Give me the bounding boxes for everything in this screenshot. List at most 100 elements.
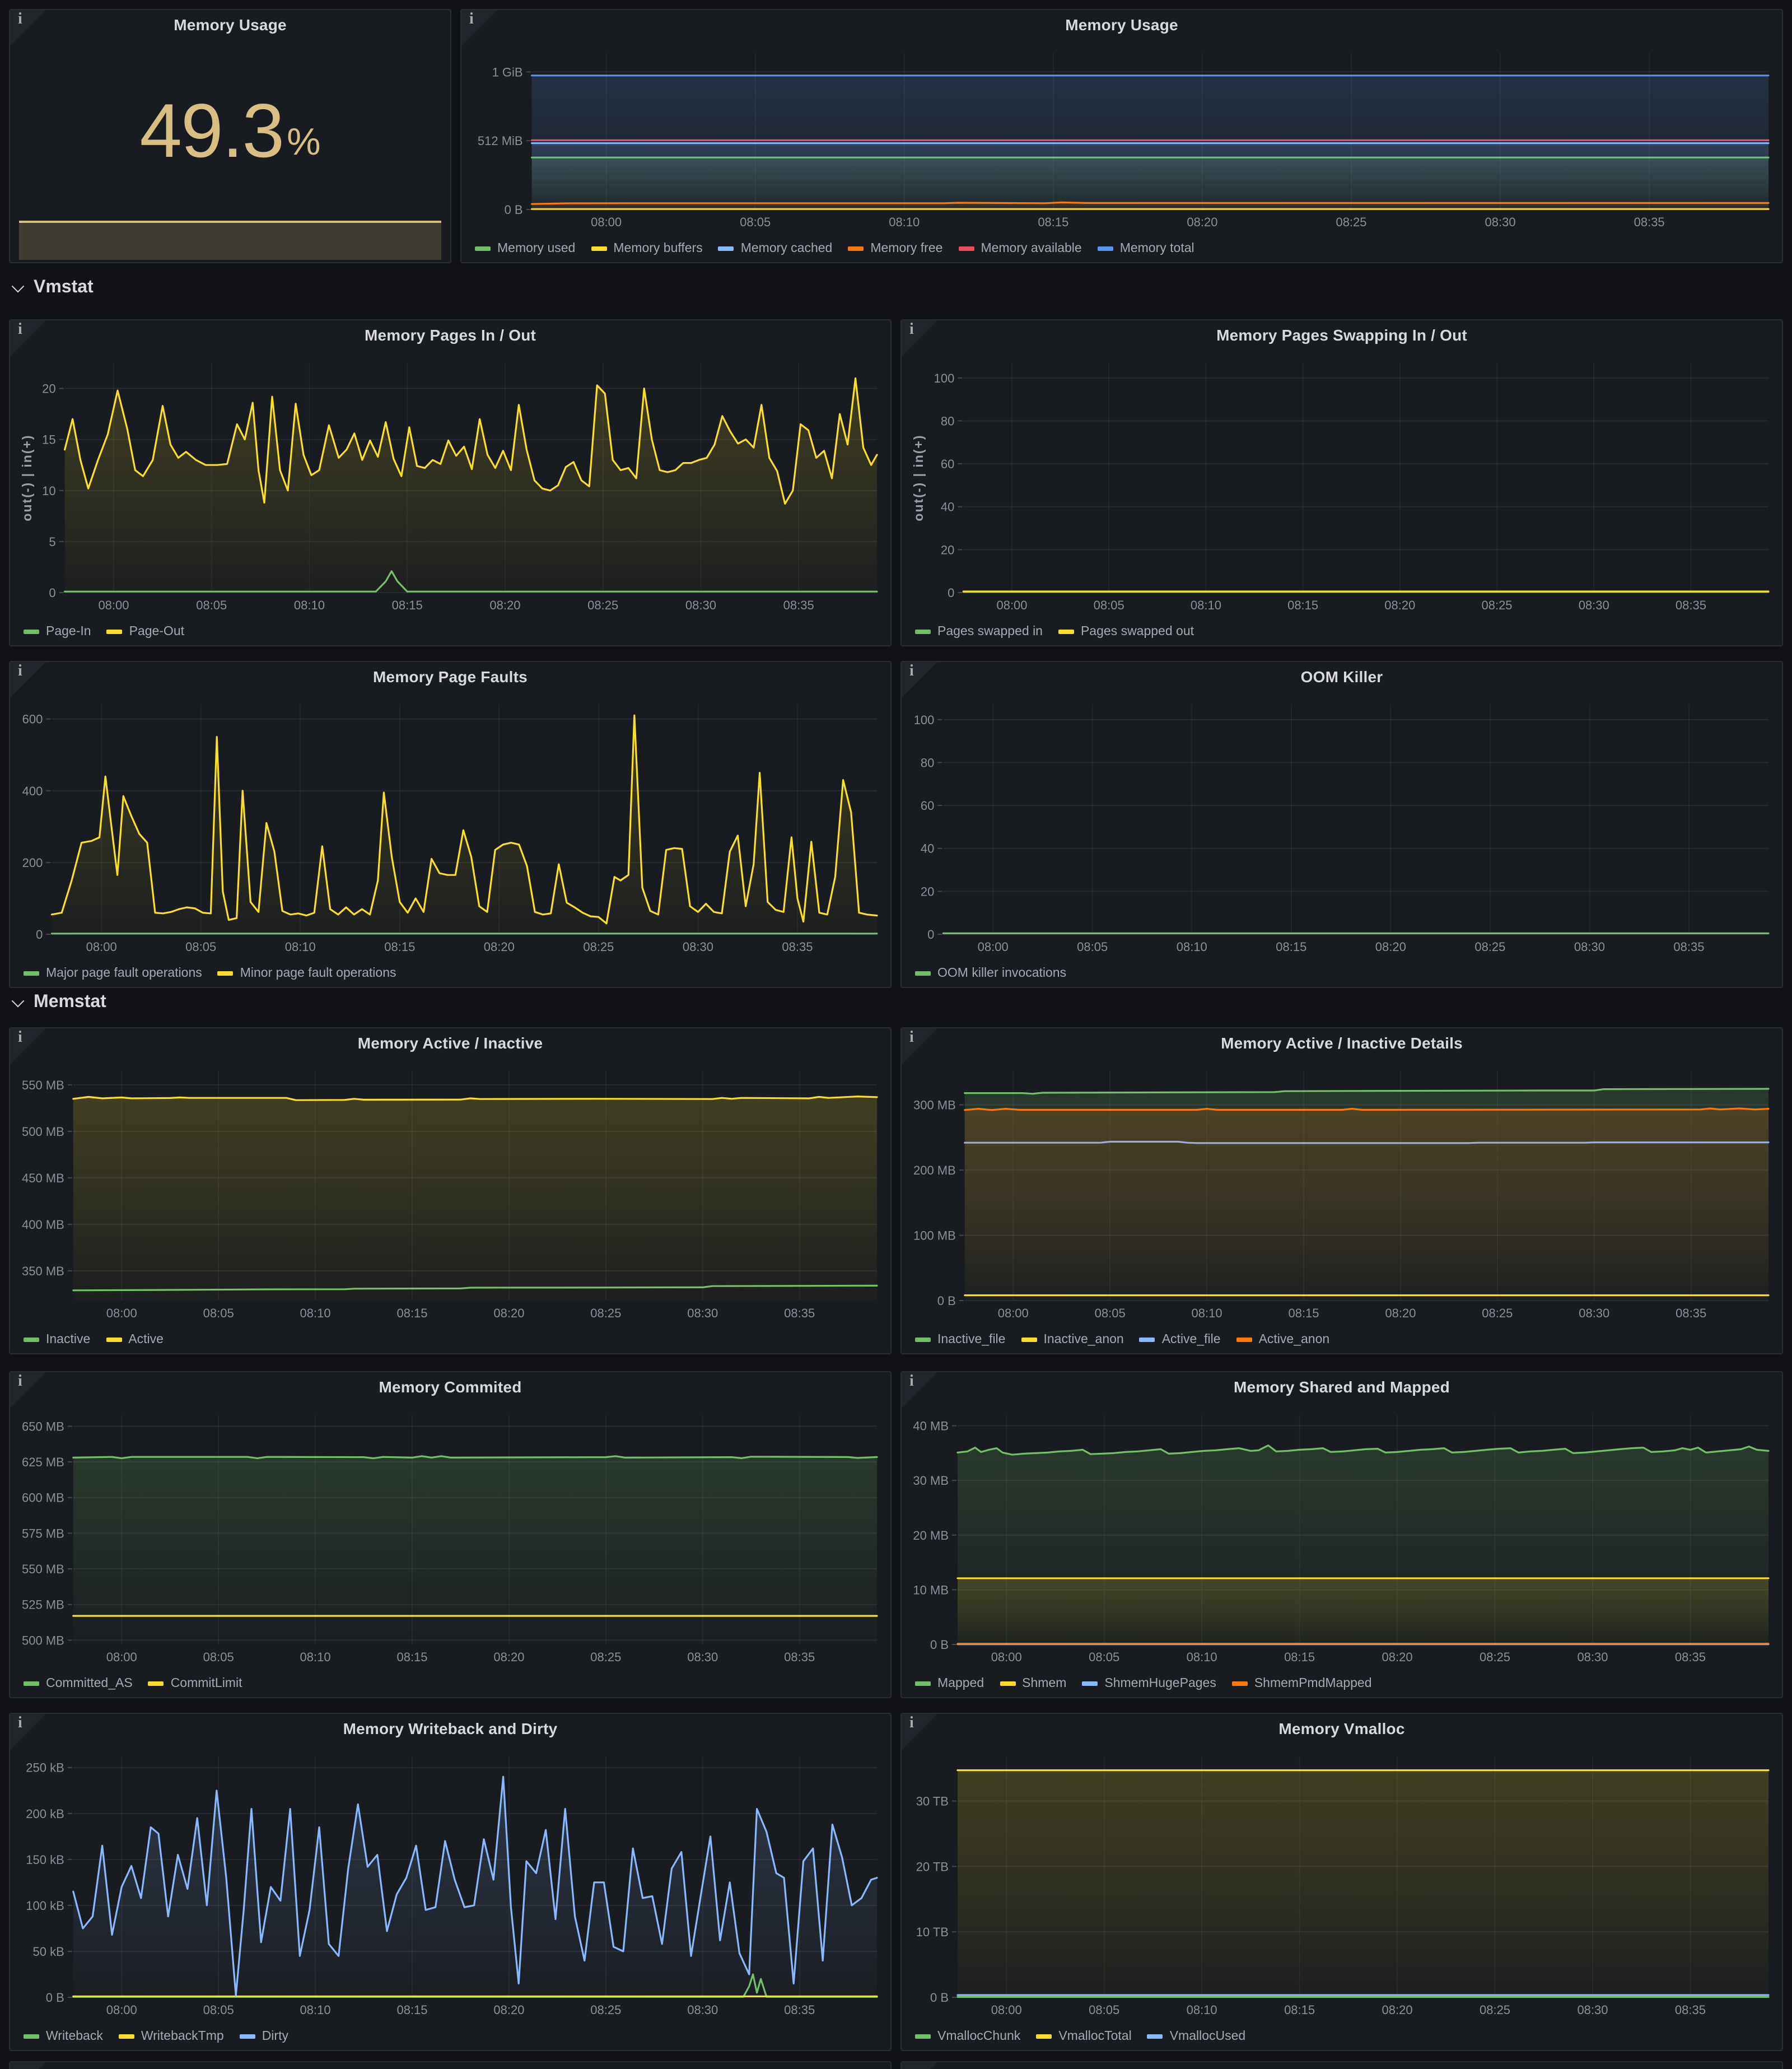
svg-text:20 MB: 20 MB	[913, 1529, 949, 1543]
chart-area[interactable]: 08:00 08:05 08:10 08:15 08:20 08:25 08:30 08:35…	[911, 1062, 1773, 1323]
svg-text:08:20: 08:20	[1382, 2003, 1413, 2017]
legend-item[interactable]: Active_anon	[1236, 1332, 1329, 1348]
panel-title[interactable]: Memory Vmalloc	[1278, 1719, 1405, 1737]
panel-title[interactable]: Memory Shared and Mapped	[1234, 1378, 1450, 1396]
svg-text:08:25: 08:25	[587, 598, 618, 612]
legend-item[interactable]: Page-In	[24, 624, 91, 640]
panel-title[interactable]: Memory Usage	[1065, 16, 1178, 34]
legend-swatch	[24, 971, 39, 976]
chart-area[interactable]: 08:00 08:05 08:10 08:15 08:20 08:25 08:30 08:35…	[911, 354, 1773, 615]
legend-item[interactable]: Dirty	[239, 2029, 288, 2044]
panel-title[interactable]: OOM Killer	[1300, 668, 1383, 686]
chart-area[interactable]: 08:00 08:05 08:10 08:15 08:20 08:25 08:30 08:35…	[911, 1406, 1773, 1667]
svg-text:08:05: 08:05	[740, 215, 771, 229]
legend-item[interactable]: CommitLimit	[148, 1676, 242, 1691]
legend-swatch	[1139, 1338, 1155, 1342]
legend-item[interactable]: Memory free	[848, 241, 942, 257]
legend: Pages swapped in Pages swapped out	[915, 624, 1773, 640]
legend-item[interactable]: Active	[106, 1332, 164, 1348]
legend-item[interactable]: VmallocTotal	[1036, 2029, 1132, 2044]
svg-text:08:35: 08:35	[782, 940, 813, 954]
panel-info-icon[interactable]: i	[902, 662, 937, 698]
legend-item[interactable]: ShmemPmdMapped	[1231, 1676, 1372, 1691]
svg-text:08:25: 08:25	[1481, 598, 1512, 612]
legend-label: Dirty	[262, 2030, 288, 2043]
panel-title[interactable]: Memory Writeback and Dirty	[343, 1719, 558, 1737]
panel-info-icon[interactable]: i	[10, 662, 46, 698]
legend-item[interactable]: Inactive_anon	[1021, 1332, 1124, 1348]
svg-text:10 TB: 10 TB	[916, 1925, 949, 1939]
legend-swatch	[24, 1338, 39, 1342]
legend-item[interactable]: Inactive_file	[915, 1332, 1005, 1348]
legend-swatch	[1036, 2034, 1052, 2039]
legend-item[interactable]: Memory buffers	[591, 241, 703, 257]
panel-title[interactable]: Memory Active / Inactive Details	[1221, 1034, 1463, 1052]
svg-text:08:30: 08:30	[687, 2003, 718, 2017]
panel-title[interactable]: Memory Pages Swapping In / Out	[1216, 326, 1467, 344]
legend-item[interactable]: VmallocChunk	[915, 2029, 1020, 2044]
legend-item[interactable]: Inactive	[24, 1332, 90, 1348]
legend-item[interactable]: VmallocUsed	[1147, 2029, 1245, 2044]
panel-info-icon[interactable]: i	[10, 1372, 46, 1408]
legend-item[interactable]: Major page fault operations	[24, 966, 202, 981]
chart-area[interactable]: 08:00 08:05 08:10 08:15 08:20 08:25 08:30 08:35…	[19, 1406, 881, 1667]
legend-item[interactable]: Memory used	[475, 241, 575, 257]
row-vmstat-2: i Memory Page Faults 08:00 08:05 08:10 08:1…	[9, 661, 1783, 988]
legend-item[interactable]: ShmemHugePages	[1082, 1676, 1216, 1691]
panel-info-icon[interactable]	[10, 2062, 46, 2069]
svg-text:08:35: 08:35	[1673, 940, 1704, 954]
panel-info-icon[interactable]: i	[902, 1714, 937, 1750]
legend-item[interactable]: Memory available	[958, 241, 1082, 257]
chart-area[interactable]: 08:00 08:05 08:10 08:15 08:20 08:25 08:30 08:35…	[911, 1748, 1773, 2020]
panel-title[interactable]: Memory Pages In / Out	[364, 326, 536, 344]
chart-area[interactable]: 08:00 08:05 08:10 08:15 08:20 08:25 08:30 08:35…	[911, 696, 1773, 957]
stat-value-number: 49.3	[139, 88, 284, 173]
info-icon: i	[18, 663, 22, 680]
legend-item[interactable]: OOM killer invocations	[915, 966, 1066, 981]
legend-item[interactable]: Page-Out	[106, 624, 184, 640]
panel-info-icon[interactable]: i	[902, 320, 937, 356]
panel-title[interactable]: Memory Usage	[174, 16, 287, 34]
panel-info-icon[interactable]: i	[10, 1028, 46, 1064]
svg-text:300 MB: 300 MB	[913, 1098, 956, 1112]
section-label: Memstat	[34, 992, 106, 1012]
panel-info-icon[interactable]	[902, 2062, 937, 2069]
chart-area[interactable]: 08:00 08:05 08:10 08:15 08:20 08:25 08:30 08:35…	[19, 1062, 881, 1323]
section-vmstat[interactable]: Vmstat	[11, 276, 94, 300]
svg-text:08:00: 08:00	[106, 1650, 137, 1664]
svg-text:08:10: 08:10	[300, 1306, 331, 1320]
panel-partial	[900, 2061, 1783, 2069]
svg-text:08:20: 08:20	[1382, 1650, 1413, 1664]
panel-info-icon[interactable]: i	[902, 1028, 937, 1064]
panel-title[interactable]: Memory Page Faults	[373, 668, 528, 686]
panel-memory-vmalloc: i Memory Vmalloc 08:00 08:05 08:10 08:15 08:…	[900, 1713, 1783, 2051]
chart-area[interactable]: 08:00 08:05 08:10 08:15 08:20 08:25 08:30 08:35…	[19, 696, 881, 957]
svg-text:15: 15	[42, 433, 55, 447]
panel-title[interactable]: Memory Active / Inactive	[357, 1034, 543, 1052]
panel-info-icon[interactable]: i	[10, 10, 46, 46]
panel-title[interactable]: Memory Commited	[379, 1378, 522, 1396]
legend-item[interactable]: Committed_AS	[24, 1676, 133, 1691]
legend-item[interactable]: Active_file	[1139, 1332, 1221, 1348]
panel-info-icon[interactable]: i	[461, 10, 497, 46]
legend-item[interactable]: Memory total	[1097, 241, 1194, 257]
panel-info-icon[interactable]: i	[10, 320, 46, 356]
panel-info-icon[interactable]: i	[10, 1714, 46, 1750]
row-vmstat-1: i Memory Pages In / Out 08:00 08:05 08:10 0…	[9, 319, 1783, 646]
legend-item[interactable]: Memory cached	[718, 241, 832, 257]
legend: Inactive Active	[24, 1332, 881, 1348]
chart-area[interactable]: 08:00 08:05 08:10 08:15 08:20 08:25 08:30 08:35…	[470, 44, 1773, 232]
legend-item[interactable]: Writeback	[24, 2029, 103, 2044]
legend-item[interactable]: Pages swapped out	[1058, 624, 1194, 640]
legend-item[interactable]: Mapped	[915, 1676, 984, 1691]
section-memstat[interactable]: Memstat	[11, 990, 106, 1015]
svg-text:08:30: 08:30	[685, 598, 716, 612]
legend-item[interactable]: Shmem	[1000, 1676, 1066, 1691]
chart-area[interactable]: 08:00 08:05 08:10 08:15 08:20 08:25 08:30 08:35…	[19, 354, 881, 615]
chart-area[interactable]: 08:00 08:05 08:10 08:15 08:20 08:25 08:30 08:35…	[19, 1748, 881, 2020]
legend-item[interactable]: Minor page fault operations	[217, 966, 396, 981]
svg-text:08:35: 08:35	[1675, 2003, 1706, 2017]
legend-item[interactable]: Pages swapped in	[915, 624, 1043, 640]
legend-item[interactable]: WritebackTmp	[118, 2029, 224, 2044]
panel-info-icon[interactable]: i	[902, 1372, 937, 1408]
